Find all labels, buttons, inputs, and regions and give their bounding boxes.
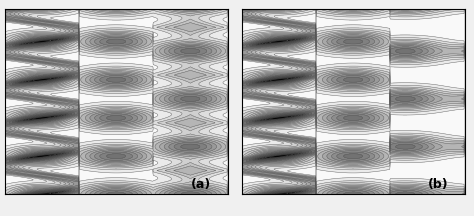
Text: (b): (b) bbox=[428, 178, 448, 191]
Text: (a): (a) bbox=[191, 178, 211, 191]
